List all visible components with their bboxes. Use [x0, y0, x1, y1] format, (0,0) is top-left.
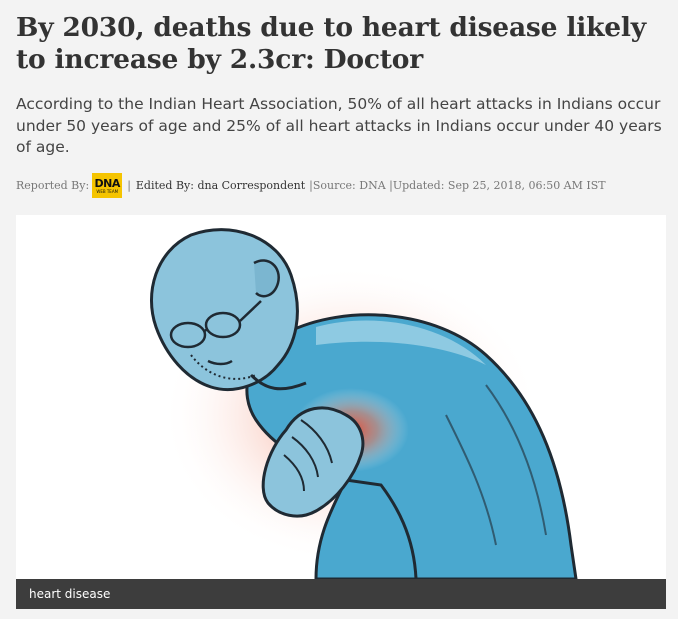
- shirt-fold-1: [445, 414, 497, 546]
- image-caption: heart disease: [29, 587, 111, 601]
- reported-by-label: Reported By:: [16, 179, 90, 192]
- heart-attack-illustration: [150, 228, 578, 579]
- article-image[interactable]: heart disease: [16, 215, 666, 609]
- mouth: [207, 359, 233, 366]
- finger-line-2: [291, 436, 319, 478]
- headline: By 2030, deaths due to heart disease lik…: [16, 12, 646, 75]
- article: By 2030, deaths due to heart disease lik…: [16, 0, 666, 198]
- shoulder-highlight: [316, 320, 486, 365]
- byline-separator: |: [127, 179, 131, 192]
- neck-line: [249, 373, 307, 391]
- finger-line-1: [300, 419, 333, 464]
- glasses-left: [169, 321, 207, 349]
- finger-line-3: [283, 454, 305, 492]
- dna-web-team-logo[interactable]: DNA WEB TEAM: [92, 173, 123, 198]
- byline: Reported By: DNA WEB TEAM | Edited By: d…: [16, 173, 666, 198]
- ear: [253, 259, 280, 298]
- image-caption-bar: heart disease: [16, 579, 666, 609]
- logo-text: DNA: [94, 176, 121, 190]
- logo-subtext: WEB TEAM: [96, 188, 119, 194]
- article-summary: According to the Indian Heart Associatio…: [16, 95, 662, 156]
- beard: [190, 354, 257, 380]
- edited-by[interactable]: Edited By: dna Correspondent: [135, 179, 306, 192]
- shirt-fold-2: [485, 384, 547, 536]
- glasses-right: [204, 311, 242, 339]
- source-and-updated: |Source: DNA |Updated: Sep 25, 2018, 06:…: [309, 179, 606, 192]
- sleeve: [314, 478, 418, 579]
